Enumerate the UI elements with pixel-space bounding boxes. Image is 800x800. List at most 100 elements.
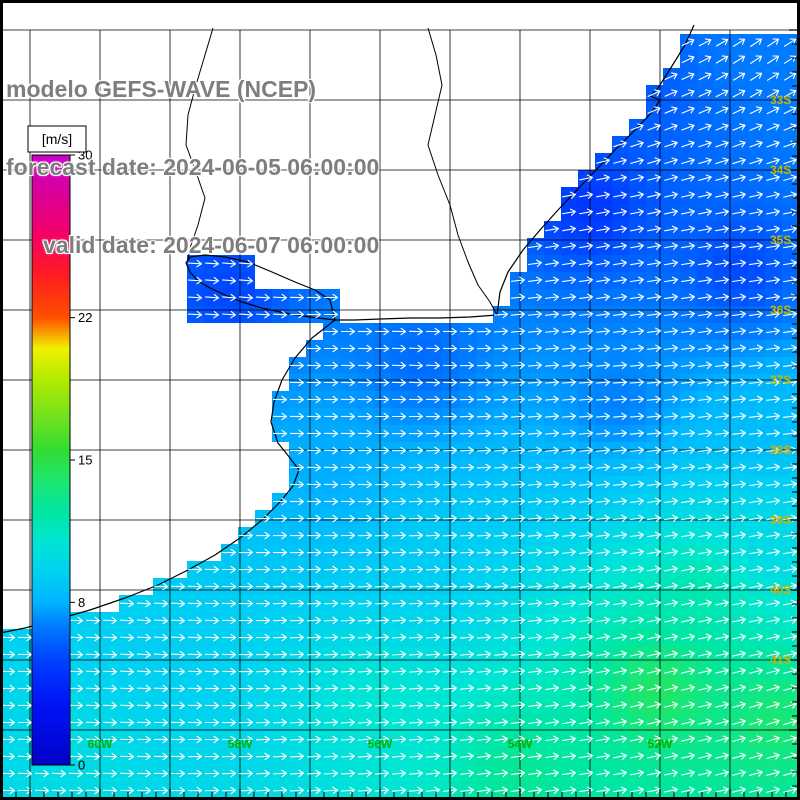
wind-arrow (681, 140, 695, 148)
wind-arrow (596, 157, 610, 165)
wind-arrow (698, 327, 712, 336)
wind-arrow (527, 429, 543, 438)
wind-arrow (766, 259, 780, 267)
wind-arrow (459, 463, 475, 472)
wind-arrow (749, 293, 763, 301)
wind-arrow (561, 412, 577, 421)
wind-arrow (306, 361, 322, 370)
wind-arrow (647, 667, 661, 675)
wind-arrow (459, 531, 475, 540)
wind-arrow (272, 293, 288, 302)
wind-arrow (715, 548, 729, 556)
wind-arrow (561, 378, 577, 387)
wind-arrow (664, 718, 678, 726)
wind-arrow (630, 514, 644, 522)
wind-arrow (306, 395, 322, 404)
wind-arrow (613, 684, 627, 692)
wind-arrow (698, 140, 712, 148)
wind-arrow (664, 616, 678, 624)
wind-arrow (476, 667, 492, 676)
wind-arrow (136, 718, 152, 727)
wind-arrow (732, 718, 746, 726)
wind-arrow (408, 378, 424, 387)
wind-arrow (255, 293, 271, 302)
wind-arrow (136, 769, 152, 778)
wind-arrow (221, 769, 237, 778)
wind-arrow (613, 599, 627, 607)
wind-arrow (153, 718, 169, 727)
wind-arrow (425, 548, 441, 557)
wind-arrow (2, 752, 16, 761)
wind-arrow (750, 72, 763, 81)
lon-label: 52W (648, 737, 673, 751)
wind-arrow (664, 140, 678, 148)
wind-arrow (732, 395, 747, 404)
wind-arrow (663, 361, 679, 370)
wind-arrow (477, 786, 491, 795)
wind-arrow (272, 701, 288, 710)
wind-arrow (34, 769, 50, 778)
wind-arrow (715, 123, 729, 131)
lat-label: 40S (770, 583, 791, 597)
wind-arrow (613, 242, 627, 250)
wind-arrow (578, 429, 594, 438)
wind-arrow (357, 718, 373, 727)
wind-arrow (511, 650, 526, 659)
wind-arrow (357, 497, 373, 506)
wind-arrow (613, 208, 627, 216)
wind-arrow (562, 548, 577, 557)
wind-arrow (698, 769, 712, 777)
wind-arrow (272, 429, 288, 438)
title-block: modelo GEFS-WAVE (NCEP) forecast date: 2… (6, 24, 379, 310)
wind-arrow (647, 769, 661, 777)
geo-labels: 33S 34S 35S 36S 37S 38S 39S 40S 41S 60W 58W 56W 54W 5… (88, 93, 792, 751)
wind-arrow (357, 582, 373, 591)
wind-arrow (715, 225, 729, 233)
wind-arrow (595, 463, 611, 472)
wind-arrow (442, 735, 458, 744)
wind-arrow (340, 565, 356, 574)
wind-arrow (85, 650, 101, 659)
wind-arrow (374, 565, 390, 574)
wind-arrow (681, 55, 695, 63)
wind-arrow (596, 259, 610, 267)
wind-arrow (442, 497, 458, 506)
wind-arrow (698, 293, 712, 301)
wind-arrow (17, 769, 33, 778)
wind-arrow (545, 786, 559, 795)
wind-arrow (664, 106, 678, 114)
wind-arrow (528, 650, 542, 659)
wind-arrow (544, 480, 560, 489)
wind-arrow (596, 565, 610, 573)
wind-arrow (681, 650, 695, 658)
wind-arrow (357, 361, 373, 370)
wind-arrow (664, 327, 678, 336)
wind-arrow (527, 327, 543, 336)
wind-arrow (766, 735, 780, 743)
wind-arrow (510, 599, 526, 608)
wind-arrow (340, 514, 356, 523)
wind-arrow (477, 769, 491, 778)
lat-label: 38S (770, 443, 791, 457)
wind-arrow (663, 378, 679, 387)
wind-arrow (544, 514, 560, 523)
wind-arrow (238, 650, 254, 659)
wind-arrow (493, 599, 509, 608)
wind-arrow (579, 565, 593, 574)
wind-arrow (425, 752, 441, 761)
valid-date: valid date: 2024-06-07 06:00:00 (43, 232, 380, 258)
wind-arrow (459, 701, 475, 710)
wind-arrow (664, 480, 678, 489)
wind-arrow (119, 718, 135, 727)
wind-arrow (2, 735, 16, 744)
wind-arrow (732, 89, 746, 98)
wind-arrow (732, 157, 746, 165)
wind-arrow (698, 497, 712, 505)
wind-arrow (681, 174, 695, 182)
wind-arrow (664, 497, 678, 505)
wind-arrow (170, 701, 186, 710)
wind-arrow (681, 565, 695, 573)
wind-arrow (187, 769, 203, 778)
wind-arrow (153, 650, 169, 659)
wind-arrow (323, 565, 339, 574)
